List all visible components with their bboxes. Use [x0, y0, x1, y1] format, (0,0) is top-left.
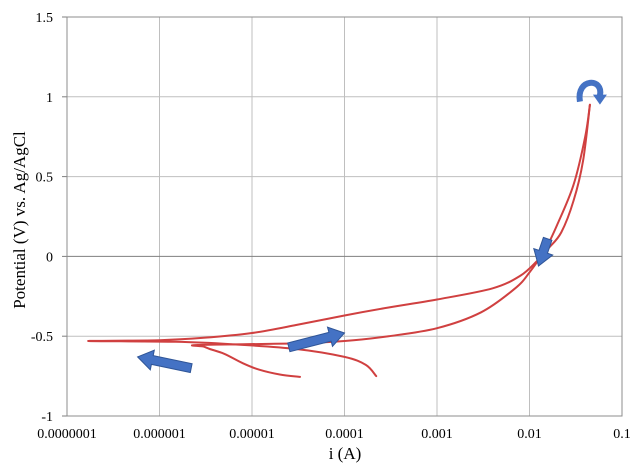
x-tick-label: 0.000001: [133, 427, 186, 442]
reverse-direction-arrow: [533, 236, 554, 267]
y-tick-label: -1: [41, 410, 53, 425]
forward-direction-arrow: [287, 326, 346, 353]
forward-scan-line: [191, 103, 591, 378]
y-tick-label: 0: [46, 250, 53, 265]
y-axis-title: Potential (V) vs. Ag/AgCl: [10, 131, 29, 309]
reverse-scan-line: [87, 103, 591, 378]
x-tick-label: 0.0001: [325, 427, 364, 442]
x-tick-label: 0.00001: [229, 427, 275, 442]
reversal-arc: [576, 79, 604, 103]
reversal-arrowhead: [592, 94, 607, 105]
x-tick-label: 0.01: [517, 427, 542, 442]
cathodic-start-arrow: [136, 349, 193, 374]
tick-labels: 0.0000001 0.000001 0.00001 0.0001 0.001 0.01 0…: [31, 11, 631, 442]
y-tick-label: 1: [46, 91, 53, 106]
x-tick-label: 0.1: [613, 427, 631, 442]
x-axis-title: i (A): [329, 444, 362, 463]
y-tick-label: -0.5: [31, 330, 53, 345]
y-tick-label: 1.5: [36, 11, 54, 26]
direction-arrows: [136, 79, 607, 374]
gridlines: [62, 16, 623, 417]
series-lines: [87, 103, 591, 378]
plot-area-border: [66, 16, 623, 417]
x-tick-label: 0.0000001: [37, 427, 97, 442]
x-tick-label: 0.001: [421, 427, 453, 442]
y-tick-label: 0.5: [36, 171, 54, 186]
